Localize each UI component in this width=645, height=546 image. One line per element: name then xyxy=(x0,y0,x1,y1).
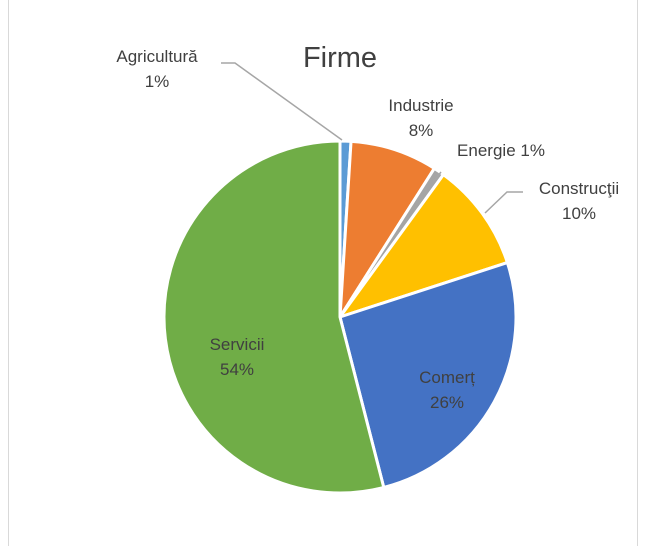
chart-title: Firme xyxy=(303,42,377,74)
chart-area: Firme Agricultură 1% Industrie 8% Energie 1%… xyxy=(8,0,638,546)
data-label-name-0: Agricultură xyxy=(116,47,198,66)
pie-slice-4 xyxy=(338,261,518,489)
data-label-name-5: Servicii xyxy=(210,335,265,354)
data-label-value-5: 54% xyxy=(220,360,254,379)
leader-line-0 xyxy=(221,62,343,141)
data-label-name-2: Energie 1% xyxy=(457,141,545,160)
data-label-name-4: Comerț xyxy=(419,368,475,387)
data-label-name-3: Construcţii xyxy=(539,179,619,198)
data-label-value-4: 26% xyxy=(430,393,464,412)
pie-slice-3 xyxy=(338,173,509,319)
pie-slice-1 xyxy=(338,139,436,319)
leader-line-2 xyxy=(432,171,442,183)
data-label-name-1: Industrie xyxy=(388,96,453,115)
pie-chart: Firme Agricultură 1% Industrie 8% Energie 1%… xyxy=(116,42,619,495)
pie-slice-5 xyxy=(162,139,386,495)
data-label-value-0: 1% xyxy=(145,72,170,91)
leader-line-3 xyxy=(484,191,523,214)
data-label-value-1: 8% xyxy=(409,121,434,140)
leader-lines xyxy=(221,62,523,214)
data-label-value-3: 10% xyxy=(562,204,596,223)
pie-slices xyxy=(162,139,518,495)
data-labels: Agricultură 1% Industrie 8% Energie 1% Constr… xyxy=(116,47,619,412)
